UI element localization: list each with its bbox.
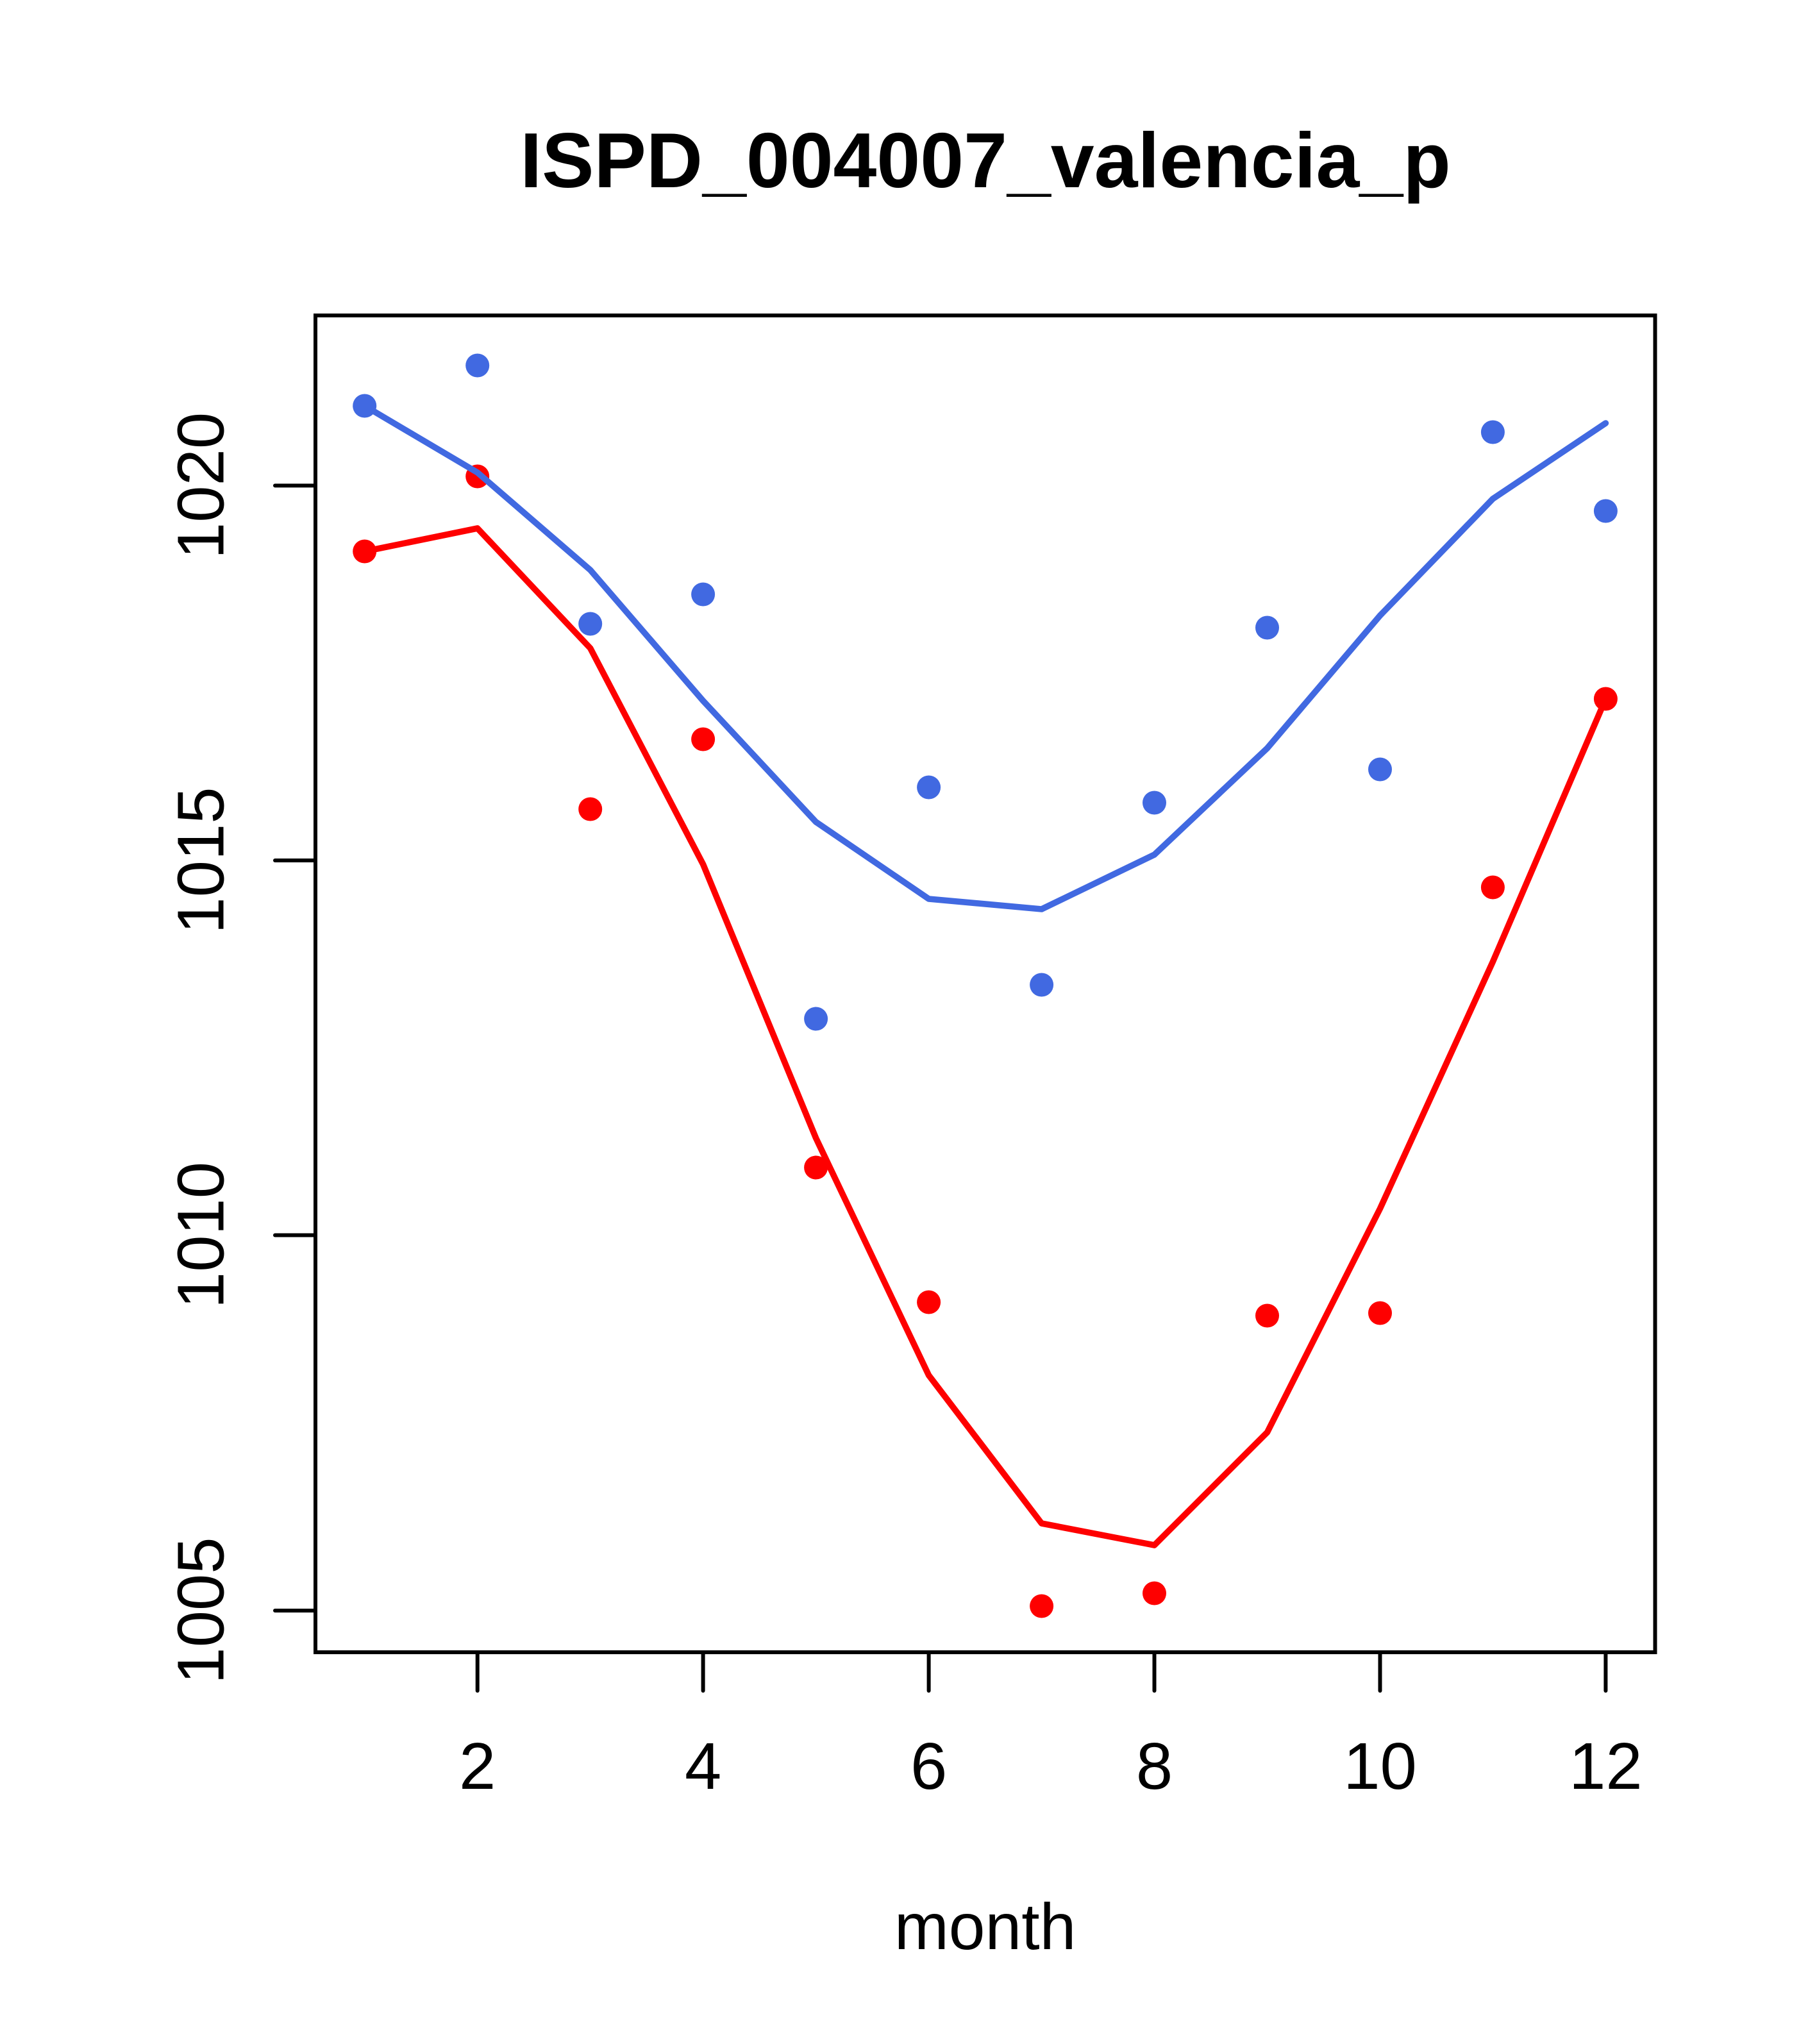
- svg-text:month: month: [894, 1890, 1076, 1963]
- svg-text:1005: 1005: [164, 1537, 238, 1684]
- svg-text:1020: 1020: [164, 412, 238, 559]
- svg-text:4: 4: [685, 1729, 721, 1803]
- svg-text:6: 6: [910, 1729, 947, 1803]
- svg-text:2: 2: [459, 1729, 496, 1803]
- svg-text:1015: 1015: [164, 787, 238, 934]
- svg-text:8: 8: [1136, 1729, 1173, 1803]
- svg-text:ISPD_004007_valencia_p: ISPD_004007_valencia_p: [520, 117, 1451, 204]
- svg-text:12: 12: [1569, 1729, 1643, 1803]
- svg-text:1010: 1010: [164, 1162, 238, 1309]
- svg-text:10: 10: [1343, 1729, 1417, 1803]
